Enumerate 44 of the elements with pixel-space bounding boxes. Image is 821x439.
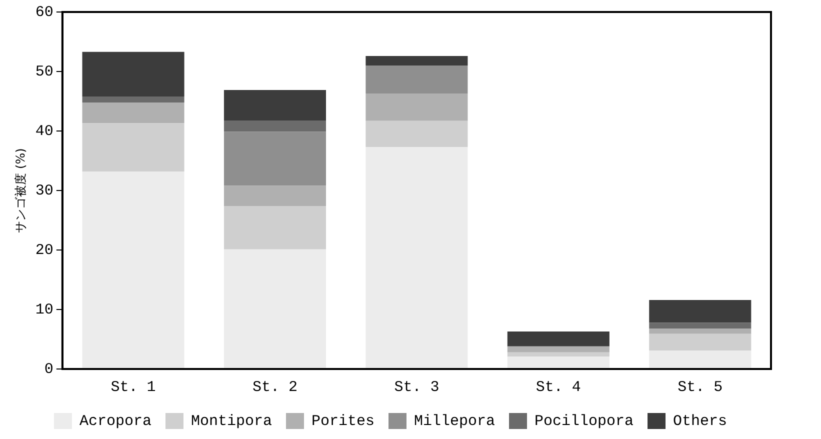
bar bbox=[649, 328, 752, 334]
legend-label: Acropora bbox=[79, 412, 152, 430]
y-tick-label: 0 bbox=[44, 360, 54, 378]
bar bbox=[224, 249, 326, 368]
legend-label: Millepora bbox=[414, 412, 496, 430]
y-axis-title: サンゴ被度 (%) bbox=[13, 148, 28, 233]
x-tick-label: St. 4 bbox=[536, 378, 581, 396]
y-tick-label: 30 bbox=[35, 182, 54, 200]
bar bbox=[507, 352, 610, 357]
bar bbox=[224, 186, 326, 206]
bar bbox=[224, 132, 326, 186]
bar bbox=[224, 206, 326, 250]
y-tick-label: 50 bbox=[35, 63, 54, 80]
legend-label: Pocillopora bbox=[534, 412, 634, 430]
bar bbox=[366, 147, 468, 368]
bar bbox=[366, 120, 468, 148]
y-tick-label: 60 bbox=[35, 4, 54, 21]
bar bbox=[82, 102, 184, 124]
bar bbox=[507, 356, 610, 368]
bar bbox=[649, 334, 752, 351]
bar bbox=[649, 322, 752, 329]
bar bbox=[649, 300, 752, 323]
x-tick-label: St. 5 bbox=[678, 378, 723, 396]
bar bbox=[366, 56, 468, 66]
y-tick-label: 10 bbox=[35, 301, 54, 318]
bar bbox=[649, 350, 752, 368]
x-tick-label: St. 1 bbox=[110, 378, 156, 396]
bar bbox=[82, 123, 184, 172]
legend-label: Montipora bbox=[190, 412, 272, 430]
bar bbox=[82, 96, 184, 102]
bar bbox=[366, 94, 468, 121]
bar bbox=[366, 66, 468, 94]
bar bbox=[507, 346, 610, 352]
bar bbox=[224, 90, 326, 121]
legend-label: Porites bbox=[311, 412, 375, 430]
y-tick-label: 20 bbox=[35, 242, 54, 259]
bar bbox=[507, 332, 610, 346]
bar bbox=[82, 171, 184, 368]
legend-label: Others bbox=[673, 412, 728, 430]
bar bbox=[82, 52, 184, 96]
x-tick-label: St. 2 bbox=[252, 378, 298, 396]
y-tick-label: 40 bbox=[35, 122, 54, 140]
x-tick-label: St. 3 bbox=[394, 378, 440, 396]
bar bbox=[224, 120, 326, 132]
